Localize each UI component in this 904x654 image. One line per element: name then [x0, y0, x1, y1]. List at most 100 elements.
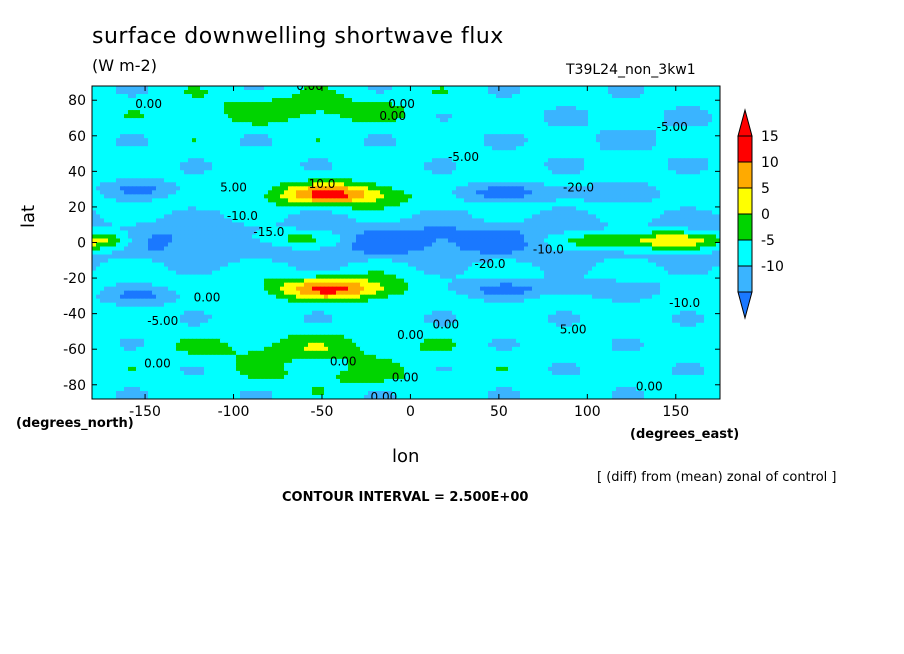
heatmap-cell	[328, 182, 333, 187]
heatmap-cell	[316, 210, 321, 216]
heatmap-cell	[188, 94, 193, 99]
heatmap-cell	[712, 174, 717, 179]
heatmap-cell	[504, 134, 509, 139]
heatmap-cell	[488, 114, 493, 119]
heatmap-cell	[108, 150, 113, 155]
heatmap-cell	[476, 198, 481, 203]
heatmap-cell	[560, 206, 565, 211]
heatmap-cell	[520, 202, 525, 207]
heatmap-cell	[684, 146, 689, 151]
heatmap-cell	[192, 162, 197, 167]
heatmap-cell	[496, 86, 501, 91]
heatmap-cell	[436, 194, 441, 199]
heatmap-cell	[152, 186, 157, 191]
heatmap-cell	[420, 190, 425, 195]
heatmap-cell	[308, 94, 313, 99]
heatmap-cell	[316, 154, 321, 159]
heatmap-cell	[468, 142, 473, 147]
heatmap-cell	[380, 154, 385, 159]
heatmap-cell	[548, 174, 553, 179]
heatmap-cell	[548, 142, 553, 147]
heatmap-cell	[396, 122, 401, 127]
heatmap-cell	[328, 98, 333, 103]
heatmap-cell	[608, 114, 613, 119]
heatmap-cell	[632, 126, 637, 131]
heatmap-cell	[624, 150, 629, 155]
heatmap-cell	[716, 118, 720, 123]
heatmap-cell	[420, 174, 425, 179]
heatmap-cell	[156, 130, 161, 135]
heatmap-cell	[276, 178, 281, 183]
heatmap-cell	[684, 86, 689, 91]
heatmap-cell	[652, 194, 657, 199]
heatmap-cell	[668, 154, 673, 159]
heatmap-cell	[396, 94, 401, 99]
heatmap-cell	[688, 162, 693, 167]
heatmap-cell	[388, 166, 393, 171]
heatmap-cell	[568, 134, 573, 139]
heatmap-cell	[584, 166, 589, 171]
heatmap-cell	[520, 98, 525, 103]
heatmap-cell	[392, 94, 397, 99]
heatmap-cell	[500, 158, 505, 163]
heatmap-cell	[248, 150, 253, 155]
heatmap-cell	[276, 118, 281, 123]
heatmap-cell	[468, 158, 473, 163]
heatmap-cell	[544, 190, 549, 195]
heatmap-cell	[444, 138, 449, 143]
heatmap-cell	[612, 166, 617, 171]
heatmap-cell	[456, 138, 461, 143]
heatmap-cell	[320, 178, 325, 183]
heatmap-cell	[492, 102, 497, 107]
heatmap-cell	[500, 134, 505, 139]
heatmap-cell	[512, 110, 517, 115]
heatmap-cell	[644, 146, 649, 151]
heatmap-cell	[384, 210, 389, 216]
heatmap-cell	[168, 134, 173, 139]
heatmap-cell	[512, 146, 517, 151]
heatmap-cell	[672, 122, 677, 127]
heatmap-cell	[96, 146, 101, 151]
heatmap-cell	[212, 162, 217, 167]
heatmap-cell	[588, 190, 593, 195]
heatmap-cell	[620, 206, 625, 211]
heatmap-cell	[332, 158, 337, 163]
heatmap-cell	[144, 158, 149, 163]
heatmap-cell	[360, 98, 365, 103]
heatmap-cell	[156, 190, 161, 195]
heatmap-cell	[120, 122, 125, 127]
heatmap-cell	[536, 146, 541, 151]
heatmap-cell	[568, 138, 573, 143]
heatmap-cell	[388, 102, 393, 107]
heatmap-cell	[484, 90, 489, 95]
heatmap-cell	[512, 174, 517, 179]
heatmap-cell	[592, 154, 597, 159]
heatmap-cell	[700, 134, 705, 139]
heatmap-cell	[688, 182, 693, 187]
heatmap-cell	[344, 106, 349, 111]
heatmap-cell	[152, 122, 157, 127]
heatmap-cell	[584, 182, 589, 187]
heatmap-cell	[132, 114, 137, 119]
heatmap-cell	[692, 90, 697, 95]
heatmap-cell	[408, 98, 413, 103]
heatmap-cell	[456, 90, 461, 95]
heatmap-cell	[580, 90, 585, 95]
heatmap-cell	[584, 122, 589, 127]
heatmap-cell	[644, 182, 649, 187]
heatmap-cell	[568, 158, 573, 163]
heatmap-cell	[524, 138, 529, 143]
heatmap-cell	[568, 210, 573, 216]
heatmap-cell	[312, 150, 317, 155]
heatmap-cell	[252, 210, 257, 216]
heatmap-cell	[660, 206, 665, 211]
heatmap-cell	[148, 98, 153, 103]
heatmap-cell	[148, 126, 153, 131]
heatmap-cell	[116, 194, 121, 199]
heatmap-cell	[280, 194, 285, 199]
heatmap-cell	[480, 170, 485, 175]
heatmap-cell	[560, 122, 565, 127]
heatmap-cell	[604, 126, 609, 131]
heatmap-cell	[104, 94, 109, 99]
heatmap-cell	[672, 162, 677, 167]
